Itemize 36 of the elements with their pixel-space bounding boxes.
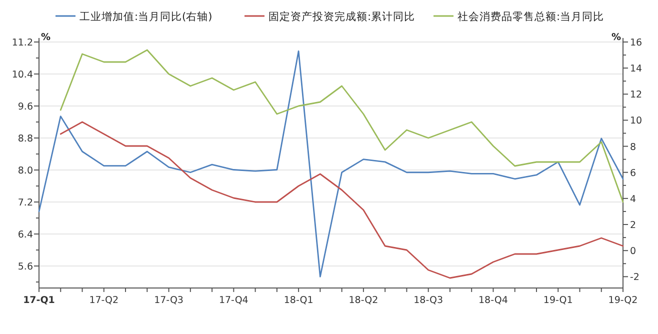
x-tick-label: 17-Q4 bbox=[218, 295, 248, 306]
x-tick-label: 19-Q1 bbox=[543, 295, 573, 306]
y-tick-label: 7.2 bbox=[18, 198, 33, 208]
x-tick-label: 17-Q2 bbox=[89, 295, 119, 306]
y-tick-label: 8.0 bbox=[18, 166, 33, 176]
y-tick-label: 11.2 bbox=[12, 38, 33, 48]
y-tick-label: 5.6 bbox=[18, 262, 33, 272]
x-tick-label: 17-Q1 bbox=[23, 295, 55, 306]
x-tick-label: 18-Q4 bbox=[478, 295, 508, 306]
x-tick-label: 18-Q2 bbox=[348, 295, 378, 306]
y-tick-label: 6.4 bbox=[18, 230, 33, 240]
y2-tick-label: 8 bbox=[630, 142, 636, 153]
x-tick-label: 18-Q3 bbox=[414, 295, 444, 306]
legend-label: 工业增加值:当月同比(右轴) bbox=[80, 10, 212, 23]
y2-tick-label: 4 bbox=[630, 194, 636, 205]
x-tick-label: 19-Q2 bbox=[608, 295, 638, 306]
y2-axis-title: % bbox=[611, 32, 622, 43]
y-tick-label: 9.6 bbox=[18, 102, 33, 112]
line-series bbox=[38, 50, 624, 278]
y2-tick-label: 0 bbox=[630, 246, 636, 258]
y-tick-label: 8.8 bbox=[18, 134, 33, 144]
y-tick-label: 10.4 bbox=[12, 70, 33, 80]
line-series bbox=[60, 49, 624, 203]
y2-tick-label: 2 bbox=[630, 220, 636, 232]
y2-tick-label: 12 bbox=[630, 90, 642, 101]
line-series bbox=[60, 121, 624, 279]
y2-tick-label: 6 bbox=[630, 168, 636, 179]
y2-tick-label: -2 bbox=[630, 272, 640, 284]
y2-tick-label: 10 bbox=[630, 116, 642, 127]
legend-label: 固定资产投资完成额:累计同比 bbox=[268, 10, 416, 23]
y-axis-title: % bbox=[41, 32, 51, 43]
y2-tick-label: 16 bbox=[630, 38, 642, 48]
y2-tick-label: 14 bbox=[630, 64, 642, 75]
x-tick-label: 18-Q1 bbox=[284, 295, 314, 306]
x-tick-label: 17-Q3 bbox=[154, 295, 184, 306]
legend-label: 社会消费品零售总额:当月同比 bbox=[458, 10, 604, 23]
